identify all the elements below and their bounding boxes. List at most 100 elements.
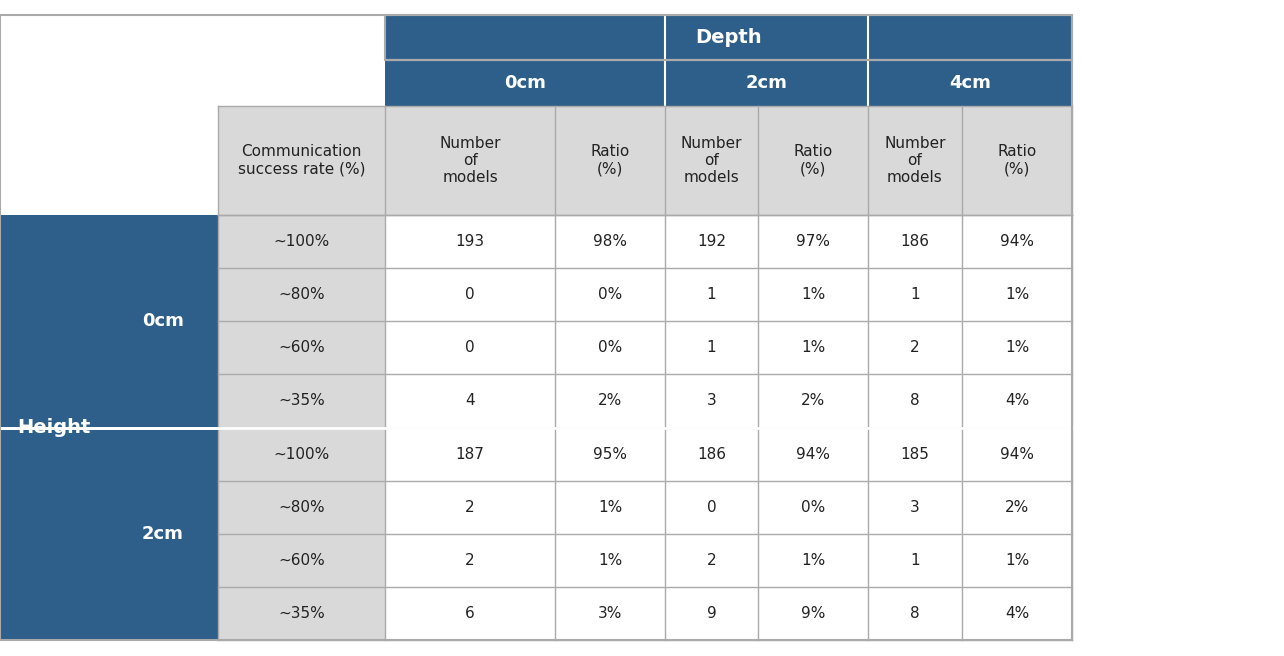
Text: ~60%: ~60% <box>279 553 325 568</box>
Text: 0%: 0% <box>801 500 826 515</box>
Text: Communication
success rate (%): Communication success rate (%) <box>238 144 365 176</box>
Text: 1: 1 <box>706 340 716 356</box>
Text: 9%: 9% <box>801 606 826 621</box>
Text: 97%: 97% <box>796 234 829 249</box>
Bar <box>868 375 962 428</box>
Text: 2: 2 <box>706 553 716 568</box>
Text: 186: 186 <box>900 234 930 249</box>
Text: Depth: Depth <box>695 28 761 47</box>
Text: 0%: 0% <box>598 287 623 302</box>
Text: Height: Height <box>17 418 91 437</box>
Bar <box>108 215 218 428</box>
Text: 9: 9 <box>706 606 716 621</box>
Bar <box>385 106 555 215</box>
Bar <box>758 481 868 534</box>
Bar <box>868 481 962 534</box>
Text: 0cm: 0cm <box>505 74 546 92</box>
Text: 95%: 95% <box>593 447 627 462</box>
Bar <box>665 215 758 268</box>
Bar <box>0 215 108 640</box>
Text: 94%: 94% <box>1000 234 1034 249</box>
Text: 1%: 1% <box>1005 287 1028 302</box>
Bar <box>555 481 665 534</box>
Bar <box>665 534 758 587</box>
Bar <box>385 60 665 106</box>
Bar <box>665 481 758 534</box>
Text: ~80%: ~80% <box>279 500 325 515</box>
Bar <box>218 375 385 428</box>
Bar <box>555 106 665 215</box>
Text: 1%: 1% <box>801 553 826 568</box>
Text: 187: 187 <box>456 447 484 462</box>
Text: ~100%: ~100% <box>273 234 330 249</box>
Text: 4%: 4% <box>1005 394 1028 409</box>
Bar <box>218 481 385 534</box>
Bar <box>962 534 1072 587</box>
Text: 8: 8 <box>910 394 919 409</box>
Bar <box>758 106 868 215</box>
Text: 94%: 94% <box>796 447 829 462</box>
Bar <box>758 375 868 428</box>
Bar <box>218 215 385 268</box>
Bar <box>868 268 962 321</box>
Text: 193: 193 <box>456 234 484 249</box>
Text: 1%: 1% <box>598 553 623 568</box>
Bar <box>868 428 962 481</box>
Bar <box>758 268 868 321</box>
Bar <box>868 321 962 375</box>
Bar <box>385 15 1072 60</box>
Bar <box>0 15 1072 640</box>
Bar <box>868 534 962 587</box>
Text: 2: 2 <box>465 500 475 515</box>
Text: Number
of
models: Number of models <box>439 136 501 186</box>
Bar <box>962 375 1072 428</box>
Text: 2%: 2% <box>598 394 623 409</box>
Text: Number
of
models: Number of models <box>681 136 742 186</box>
Bar <box>665 587 758 640</box>
Bar <box>385 587 555 640</box>
Text: 1%: 1% <box>801 340 826 356</box>
Bar <box>218 321 385 375</box>
Text: 3: 3 <box>706 394 716 409</box>
Text: ~80%: ~80% <box>279 287 325 302</box>
Bar <box>962 321 1072 375</box>
Bar <box>385 534 555 587</box>
Bar <box>962 106 1072 215</box>
Bar <box>665 106 758 215</box>
Bar <box>218 428 385 481</box>
Text: 3%: 3% <box>598 606 623 621</box>
Text: 1%: 1% <box>1005 553 1028 568</box>
Bar <box>868 106 962 215</box>
Text: 0cm: 0cm <box>143 312 184 330</box>
Bar <box>385 268 555 321</box>
Bar <box>555 587 665 640</box>
Text: Number
of
models: Number of models <box>885 136 946 186</box>
Bar <box>218 268 385 321</box>
Text: 4: 4 <box>465 394 475 409</box>
Text: 192: 192 <box>697 234 725 249</box>
Text: 2%: 2% <box>801 394 826 409</box>
Bar <box>962 587 1072 640</box>
Bar <box>665 321 758 375</box>
Bar <box>385 375 555 428</box>
Bar <box>758 321 868 375</box>
Text: ~35%: ~35% <box>279 394 325 409</box>
Bar <box>555 428 665 481</box>
Bar <box>758 215 868 268</box>
Bar <box>962 481 1072 534</box>
Text: 0: 0 <box>706 500 716 515</box>
Bar <box>0 15 385 106</box>
Bar <box>962 215 1072 268</box>
Text: Ratio
(%): Ratio (%) <box>794 144 832 176</box>
Bar <box>555 534 665 587</box>
Bar <box>385 321 555 375</box>
Bar <box>555 215 665 268</box>
Text: 94%: 94% <box>1000 447 1034 462</box>
Bar <box>555 321 665 375</box>
Bar <box>385 481 555 534</box>
Text: 4cm: 4cm <box>949 74 991 92</box>
Text: ~60%: ~60% <box>279 340 325 356</box>
Text: 2: 2 <box>910 340 919 356</box>
Bar <box>665 375 758 428</box>
Text: 4%: 4% <box>1005 606 1028 621</box>
